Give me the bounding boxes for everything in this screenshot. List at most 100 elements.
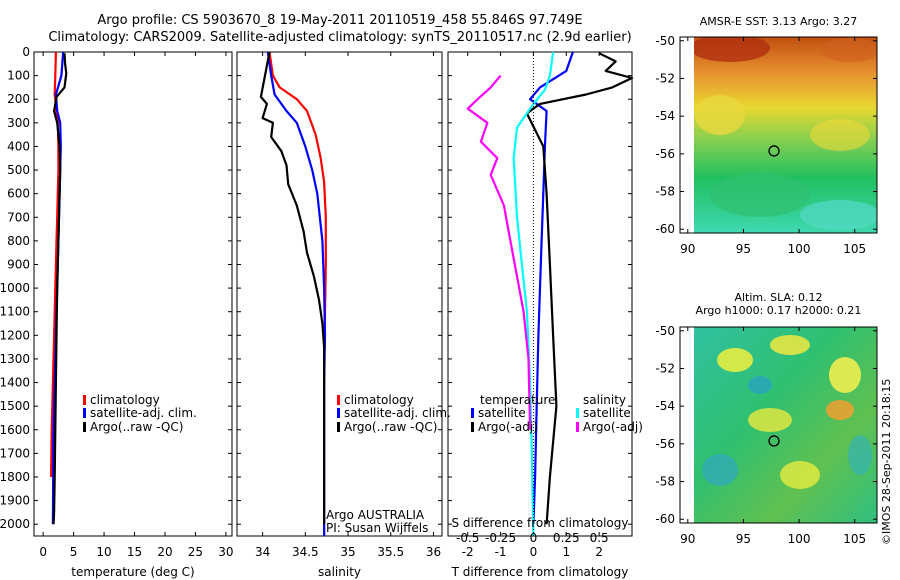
temp-legend-satellite-label: satellite-adj. clim.: [90, 406, 197, 420]
temperature-panel-series-2: [52, 53, 68, 525]
y-tick-label: 300: [7, 116, 30, 130]
sal-legend-satellite-swatch: [337, 408, 340, 418]
salinity-diff-tick-label: -0.5: [456, 531, 479, 545]
difference-panel-series-3: [466, 74, 532, 430]
temp-legend-argo-swatch: [83, 422, 86, 432]
sal-legend-argo-label: Argo(..raw -QC): [344, 420, 437, 434]
y-tick-label: 1500: [0, 399, 30, 413]
difference-panel-x-tick-label: -1: [495, 545, 507, 559]
sst-map-x-tick-label: 105: [843, 242, 866, 256]
y-tick-label: 1200: [0, 328, 30, 342]
y-tick-label: 800: [7, 234, 30, 248]
sst-map-field: [694, 37, 877, 233]
diff-legend-t-argo-swatch: [471, 422, 474, 432]
diff-legend-s-argo-label: Argo(-adj): [583, 420, 643, 434]
sla-map-x-tick-label: 95: [736, 532, 751, 546]
temp-legend-satellite-swatch: [83, 408, 86, 418]
difference-panel-x-tick-label: 0: [530, 545, 538, 559]
y-tick-label: 1800: [0, 470, 30, 484]
sst-map-x-tick-label: 100: [788, 242, 811, 256]
salinity-panel-x-tick-label: 35: [340, 545, 355, 559]
sla-map-title: Argo h1000: 0.17 h2000: 0.21: [696, 304, 862, 317]
sla-map-y-tick-label: -58: [655, 475, 675, 489]
sst-map-argo-marker: [768, 145, 780, 157]
diff-legend-s-satellite-label: satellite: [583, 406, 631, 420]
diff-legend-s-argo-swatch: [576, 422, 579, 432]
sal-legend-satellite-label: satellite-adj. clim.: [344, 406, 451, 420]
figure-title-line2: Climatology: CARS2009. Satellite-adjuste…: [48, 30, 632, 45]
sst-map-y-tick-label: -50: [655, 34, 675, 48]
pi-label: PI: Susan Wijffels: [326, 521, 428, 535]
y-tick-label: 1700: [0, 446, 30, 460]
temperature-panel-x-tick-label: 0: [39, 545, 47, 559]
salinity-panel-series-1: [266, 51, 327, 536]
salinity-panel-series-2: [259, 51, 326, 525]
y-tick-label: 1600: [0, 423, 30, 437]
temp-legend-climatology-label: climatology: [90, 393, 160, 407]
salinity-diff-label: S difference from climatology: [452, 516, 629, 530]
temperature-panel-x-tick-label: 15: [127, 545, 142, 559]
salinity-panel-x-tick-label: 35.5: [377, 545, 404, 559]
sst-map-y-tick-label: -56: [655, 147, 675, 161]
sla-map-y-tick-label: -54: [655, 399, 675, 413]
y-tick-label: 1100: [0, 305, 30, 319]
temperature-panel-xlabel: temperature (deg C): [71, 565, 194, 579]
diff-legend-t-argo-label: Argo(-adj): [478, 420, 538, 434]
temp-legend-climatology-swatch: [83, 395, 86, 405]
y-tick-label: 600: [7, 187, 30, 201]
y-tick-label: 500: [7, 163, 30, 177]
difference-panel-x-tick-label: 1: [562, 545, 570, 559]
sla-map-y-tick-label: -52: [655, 361, 675, 375]
temperature-panel-x-tick-label: 30: [218, 545, 233, 559]
sla-map-title: Altim. SLA: 0.12: [734, 291, 822, 304]
y-tick-label: 2000: [0, 517, 30, 531]
sal-legend-climatology-swatch: [337, 395, 340, 405]
temperature-panel-frame: [33, 51, 233, 537]
sla-map-argo-marker: [768, 435, 780, 447]
sal-legend-argo-swatch: [337, 422, 340, 432]
difference-panel-series-0: [528, 51, 574, 525]
difference-panel-x-tick-label: -2: [462, 545, 474, 559]
sst-map-y-tick-label: -60: [655, 222, 675, 236]
y-tick-label: 200: [7, 92, 30, 106]
sst-map-frame: [679, 36, 878, 234]
salinity-panel-frame: [236, 51, 443, 537]
sla-map-field: [694, 327, 877, 523]
y-tick-label: 700: [7, 210, 30, 224]
sla-map-y-tick-label: -50: [655, 324, 675, 338]
figure-title-line1: Argo profile: CS 5903670_8 19-May-2011 2…: [97, 13, 583, 28]
sla-map-y-tick-label: -56: [655, 437, 675, 451]
sla-map-x-tick-label: 100: [788, 532, 811, 546]
difference-panel-frame: [447, 51, 633, 537]
y-tick-label: 0: [22, 45, 30, 59]
y-tick-label: 1300: [0, 352, 30, 366]
sla-map-y-tick-label: -60: [655, 512, 675, 526]
sal-legend-climatology-label: climatology: [344, 393, 414, 407]
y-tick-label: 1400: [0, 376, 30, 390]
salinity-panel-x-tick-label: 34: [255, 545, 270, 559]
diff-legend-t-satellite-label: satellite: [478, 406, 526, 420]
sst-map-y-tick-label: -54: [655, 109, 675, 123]
salinity-diff-tick-label: 0.5: [590, 531, 609, 545]
y-tick-label: 100: [7, 69, 30, 83]
watermark: ©IMOS 28-Sep-2011 20:18:15: [880, 379, 893, 545]
salinity-panel-x-tick-label: 34.5: [292, 545, 319, 559]
salinity-panel-xlabel: salinity: [318, 565, 361, 579]
sla-map-frame: [679, 326, 878, 524]
temp-legend-argo-label: Argo(..raw -QC): [90, 420, 183, 434]
temperature-panel-x-tick-label: 5: [70, 545, 78, 559]
diff-legend-temperature-title: temperature: [480, 393, 555, 407]
difference-panel-x-tick-label: 2: [595, 545, 603, 559]
sst-map-y-tick-label: -52: [655, 71, 675, 85]
y-tick-label: 900: [7, 257, 30, 271]
diff-legend-salinity-title: salinity: [583, 393, 626, 407]
temperature-panel-x-tick-label: 20: [157, 545, 172, 559]
temperature-panel-x-tick-label: 25: [188, 545, 203, 559]
salinity-panel-x-tick-label: 36: [426, 545, 441, 559]
y-tick-label: 400: [7, 139, 30, 153]
difference-panel-series-1: [525, 52, 634, 525]
temperature-panel-x-tick-label: 10: [96, 545, 111, 559]
sla-map-x-tick-label: 90: [680, 532, 695, 546]
sst-map-x-tick-label: 90: [680, 242, 695, 256]
sla-map-x-tick-label: 105: [843, 532, 866, 546]
